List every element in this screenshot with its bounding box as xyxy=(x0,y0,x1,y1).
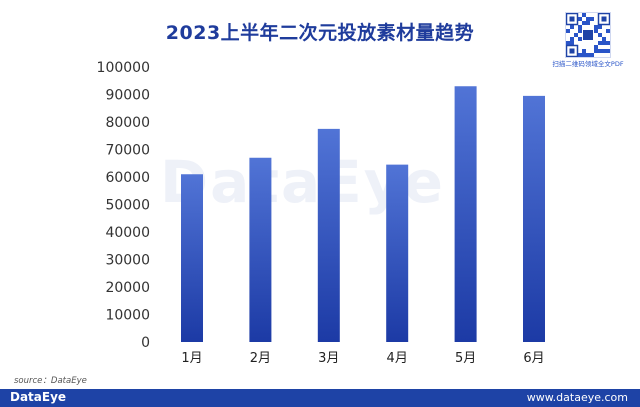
y-tick-label: 30000 xyxy=(105,253,150,269)
y-tick-label: 40000 xyxy=(105,225,150,241)
y-tick-label: 90000 xyxy=(105,88,150,104)
y-tick-label: 0 xyxy=(141,335,150,351)
x-category-label: 1月 xyxy=(181,351,202,366)
bar-6 xyxy=(523,95,545,342)
y-tick-label: 20000 xyxy=(105,280,150,296)
x-category-label: 3月 xyxy=(318,351,339,366)
y-tick-label: 10000 xyxy=(105,308,150,324)
chart-title: 2023上半年二次元投放素材量趋势 xyxy=(165,22,475,44)
bar-4 xyxy=(386,164,409,342)
y-tick-label: 50000 xyxy=(105,198,150,214)
bar-1 xyxy=(181,174,203,342)
dataeye-logo: DataEye xyxy=(10,390,67,404)
y-tick-label: 80000 xyxy=(105,115,150,131)
qr-code-icon[interactable] xyxy=(565,12,611,58)
x-category-label: 6月 xyxy=(523,351,544,366)
qr-caption: 扫描二维码领域全文PDF xyxy=(552,60,624,68)
footer-bar: DataEye www.dataeye.com xyxy=(0,389,640,407)
source-note: source：DataEye xyxy=(14,376,87,386)
y-tick-label: 60000 xyxy=(105,170,150,186)
x-category-label: 2月 xyxy=(250,351,271,366)
x-category-label: 4月 xyxy=(387,351,408,366)
y-tick-label: 70000 xyxy=(105,143,150,159)
bar-chart: 0 10000 20000 30000 40000 50000 60000 70000 8000… xyxy=(97,60,545,366)
bar-5 xyxy=(454,86,477,342)
y-tick-label: 100000 xyxy=(97,60,150,76)
bar-3 xyxy=(317,128,340,342)
footer-link[interactable]: www.dataeye.com xyxy=(526,391,628,404)
x-category-label: 5月 xyxy=(455,351,476,366)
qr-code-graphic xyxy=(565,12,611,58)
bar-2 xyxy=(249,157,272,342)
